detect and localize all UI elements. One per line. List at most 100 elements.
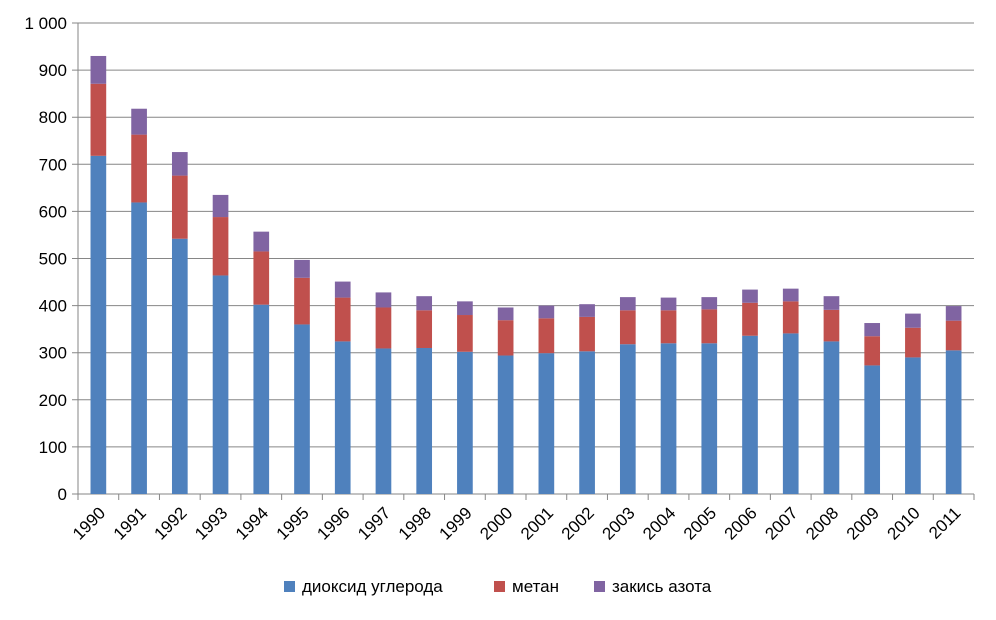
bar-1994-series-0 (253, 304, 270, 494)
bar-1997-series-1 (375, 307, 392, 349)
legend-label: диоксид углерода (302, 577, 443, 596)
bar-1996-series-1 (334, 297, 351, 342)
bar-2006-series-2 (742, 289, 758, 303)
x-tick-label: 2003 (598, 503, 638, 543)
x-tick-label: 1994 (232, 503, 272, 543)
bar-2003-series-1 (619, 310, 636, 345)
x-tick-label: 2010 (884, 503, 924, 543)
bar-2001-series-2 (538, 305, 555, 319)
bar-2004-series-2 (660, 297, 677, 311)
bar-1995-series-1 (294, 277, 310, 325)
bar-2011-series-0 (945, 350, 962, 494)
bar-1998-series-2 (416, 296, 433, 311)
bar-1991-series-0 (131, 202, 147, 495)
bar-1995-series-0 (294, 324, 310, 494)
bar-2000-series-0 (497, 355, 514, 494)
bar-2005-series-1 (701, 309, 718, 344)
bar-2000-series-1 (497, 320, 514, 356)
bar-2007-series-0 (782, 333, 799, 494)
x-tick-label: 1992 (150, 503, 190, 543)
bar-1990-series-2 (90, 55, 107, 84)
bar-1992-series-0 (171, 238, 188, 494)
x-tick-label: 1993 (191, 503, 231, 543)
bar-2001-series-0 (538, 353, 555, 494)
x-tick-label: 2002 (558, 503, 598, 543)
x-tick-label: 1991 (110, 503, 150, 543)
bar-2010-series-2 (905, 313, 921, 328)
legend: диоксид углерода метан закись азота (284, 577, 712, 596)
x-tick-label: 2000 (476, 503, 516, 543)
bar-1991-series-2 (131, 108, 147, 135)
legend-swatch (284, 581, 295, 592)
x-tick-label: 2011 (925, 503, 964, 542)
legend-swatch (594, 581, 605, 592)
bar-1999-series-1 (457, 315, 473, 352)
bar-2006-series-0 (742, 335, 758, 494)
x-tick-label: 2006 (721, 503, 761, 543)
y-tick-label: 1 000 (24, 14, 67, 33)
y-tick-label: 600 (39, 202, 67, 221)
x-tick-label: 1997 (354, 503, 394, 543)
bar-1999-series-2 (457, 301, 473, 316)
x-tick-label: 2005 (680, 503, 720, 543)
x-tick-label: 2001 (517, 503, 557, 543)
bar-2009-series-0 (864, 365, 881, 494)
legend-label: метан (512, 577, 559, 596)
bar-2005-series-0 (701, 343, 718, 494)
bar-2009-series-2 (864, 323, 881, 337)
bar-1997-series-0 (375, 348, 392, 494)
bar-2004-series-1 (660, 310, 677, 344)
bar-1993-series-0 (212, 275, 229, 494)
x-tick-label: 2008 (802, 503, 842, 543)
bar-1994-series-2 (253, 231, 270, 252)
bar-1998-series-0 (416, 347, 433, 494)
bar-1996-series-2 (334, 281, 351, 298)
bar-2002-series-2 (579, 304, 595, 317)
bar-1990-series-0 (90, 155, 107, 494)
x-tick-label: 1998 (395, 503, 435, 543)
y-tick-label: 500 (39, 250, 67, 269)
y-tick-label: 300 (39, 344, 67, 363)
x-tick-label: 1990 (69, 503, 109, 543)
legend-entry-2: закись азота (594, 577, 712, 596)
x-tick-label: 1995 (273, 503, 313, 543)
bar-2002-series-1 (579, 316, 595, 352)
bar-2008-series-2 (823, 296, 840, 310)
bar-2004-series-0 (660, 343, 677, 494)
x-tick-label: 2004 (639, 503, 679, 543)
bar-1991-series-1 (131, 134, 147, 203)
y-tick-label: 200 (39, 391, 67, 410)
bar-1993-series-1 (212, 217, 229, 276)
bar-1995-series-2 (294, 259, 310, 278)
y-tick-label: 900 (39, 61, 67, 80)
y-tick-label: 800 (39, 108, 67, 127)
legend-label: закись азота (612, 577, 712, 596)
bar-2009-series-1 (864, 336, 881, 366)
bar-1992-series-2 (171, 152, 188, 176)
bar-2008-series-1 (823, 309, 840, 342)
bar-2000-series-2 (497, 307, 514, 321)
x-tick-label: 2009 (843, 503, 883, 543)
legend-entry-0: диоксид углерода (284, 577, 443, 596)
legend-entry-1: метан (494, 577, 559, 596)
bar-1990-series-1 (90, 83, 107, 156)
y-tick-label: 100 (39, 438, 67, 457)
bar-1998-series-1 (416, 310, 433, 348)
bars (90, 55, 962, 495)
bar-1992-series-1 (171, 175, 188, 239)
x-axis-ticks: 1990 1991 1992 1993 1994 1995 1996 1997 1998 1999… (69, 494, 975, 544)
legend-swatch (494, 581, 505, 592)
bar-1997-series-2 (375, 292, 392, 308)
bar-1996-series-0 (334, 341, 351, 494)
bar-1993-series-2 (212, 194, 229, 218)
bar-2011-series-1 (945, 320, 962, 351)
bar-2010-series-1 (905, 327, 921, 358)
bar-1999-series-0 (457, 351, 473, 494)
x-tick-label: 2007 (761, 503, 801, 543)
y-tick-label: 700 (39, 155, 67, 174)
bar-1994-series-1 (253, 251, 270, 305)
bar-2007-series-2 (782, 288, 799, 302)
bar-2001-series-1 (538, 318, 555, 354)
bar-2008-series-0 (823, 341, 840, 494)
